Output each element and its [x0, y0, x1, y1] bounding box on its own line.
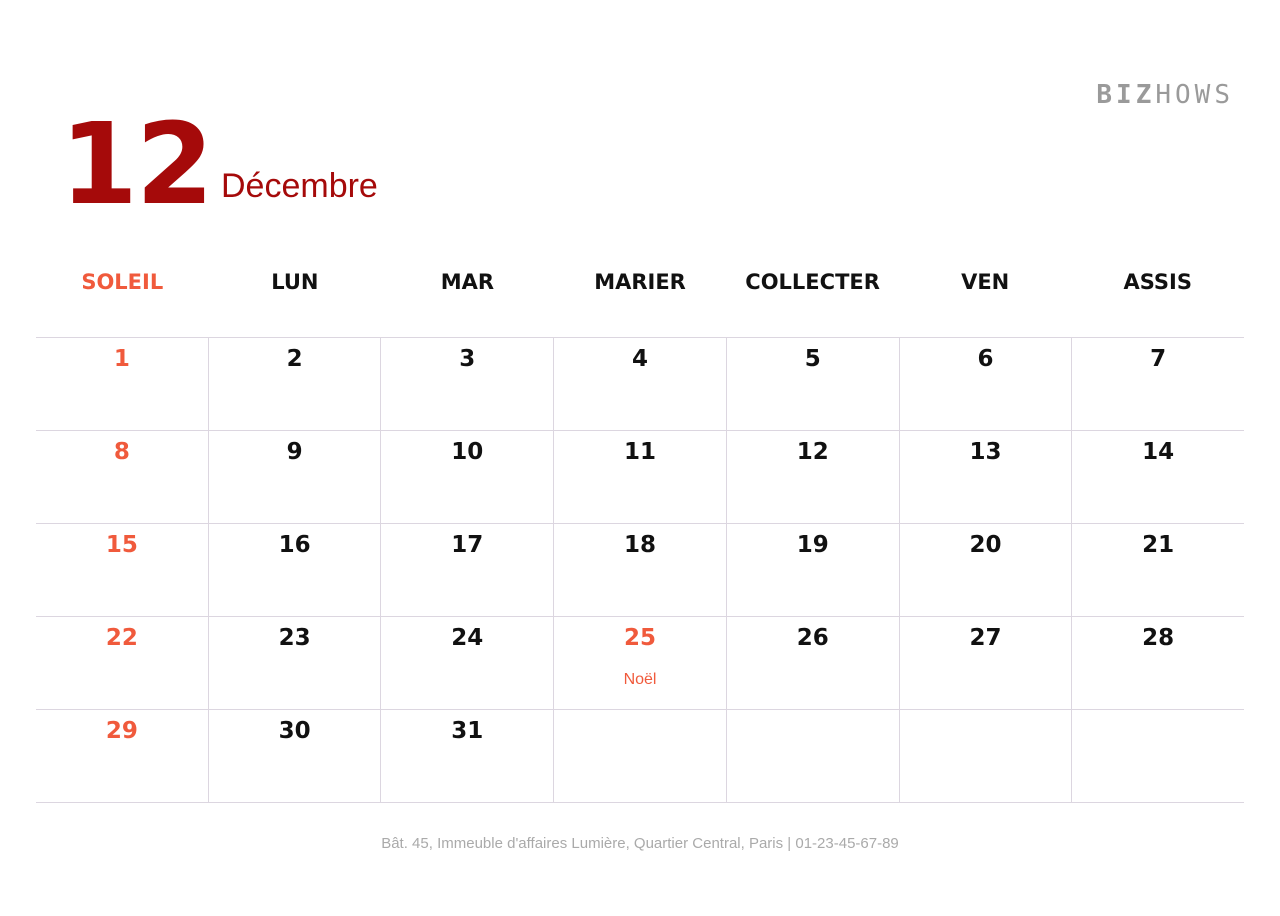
day-cell[interactable]: 11 — [553, 431, 726, 523]
weekday-label: ASSIS — [1123, 270, 1193, 294]
day-cell[interactable] — [898, 710, 1072, 802]
day-number: 10 — [451, 439, 484, 465]
day-number: 23 — [278, 625, 311, 651]
weekday-label: MARIER — [594, 270, 686, 294]
day-number: 30 — [278, 718, 311, 744]
day-number: 25 — [624, 625, 657, 651]
day-number: 12 — [796, 439, 829, 465]
day-cell[interactable]: 15 — [36, 524, 208, 616]
day-cell[interactable]: 23 — [207, 617, 381, 709]
day-cell[interactable]: 21 — [1071, 524, 1244, 616]
week-row: 22 23 24 25 Noël 26 27 28 — [36, 617, 1244, 710]
day-number: 11 — [624, 439, 657, 465]
day-cell[interactable]: 18 — [553, 524, 726, 616]
day-number: 15 — [105, 532, 138, 558]
day-cell[interactable]: 9 — [207, 431, 381, 523]
weekday-label: COLLECTER — [745, 270, 880, 294]
day-number: 2 — [286, 346, 303, 372]
footer-address: Bât. 45, Immeuble d'affaires Lumière, Qu… — [381, 835, 899, 852]
day-cell[interactable]: 10 — [380, 431, 553, 523]
day-number: 26 — [796, 625, 829, 651]
day-cell[interactable]: 22 — [36, 617, 208, 709]
day-cell[interactable]: 1 — [36, 338, 208, 430]
day-number: 27 — [969, 625, 1002, 651]
day-cell[interactable]: 2 — [207, 338, 381, 430]
day-cell[interactable]: 25 Noël — [553, 617, 726, 709]
weekday-label: VEN — [961, 270, 1010, 294]
calendar-grid: 1 2 3 4 5 6 7 8 9 10 11 12 13 14 15 16 17 18 19 20 21 22 23 24 2… — [36, 337, 1244, 803]
day-cell[interactable]: 19 — [725, 524, 899, 616]
day-number: 28 — [1142, 625, 1175, 651]
weekday-header: SOLEIL LUN MAR MARIER COLLECTER VEN ASSIS — [36, 270, 1244, 294]
day-cell[interactable]: 8 — [36, 431, 208, 523]
day-cell[interactable]: 30 — [207, 710, 381, 802]
day-cell[interactable] — [1071, 710, 1244, 802]
day-number: 8 — [113, 439, 130, 465]
day-cell[interactable]: 17 — [380, 524, 553, 616]
weekday-label: LUN — [271, 270, 319, 294]
day-cell[interactable]: 16 — [207, 524, 381, 616]
day-cell[interactable]: 14 — [1071, 431, 1244, 523]
week-row: 15 16 17 18 19 20 21 — [36, 524, 1244, 617]
weekday-label: MAR — [440, 270, 495, 294]
day-cell[interactable]: 31 — [380, 710, 553, 802]
day-cell[interactable]: 13 — [898, 431, 1072, 523]
day-number: 7 — [1150, 346, 1167, 372]
day-cell[interactable]: 4 — [553, 338, 726, 430]
month-name: Décembre — [221, 167, 378, 205]
day-number: 19 — [796, 532, 829, 558]
day-number: 17 — [451, 532, 484, 558]
day-cell[interactable]: 24 — [380, 617, 553, 709]
day-number: 24 — [451, 625, 484, 651]
day-cell[interactable]: 28 — [1071, 617, 1244, 709]
week-row: 29 30 31 — [36, 710, 1244, 803]
day-number: 3 — [459, 346, 476, 372]
day-number: 4 — [632, 346, 649, 372]
day-number: 9 — [286, 439, 303, 465]
weekday-label: SOLEIL — [81, 270, 164, 294]
day-number: 20 — [969, 532, 1002, 558]
day-number: 14 — [1142, 439, 1175, 465]
day-number: 21 — [1142, 532, 1175, 558]
day-number: 1 — [113, 346, 130, 372]
holiday-label: Noël — [623, 671, 657, 688]
day-number: 6 — [977, 346, 994, 372]
week-row: 8 9 10 11 12 13 14 — [36, 431, 1244, 524]
week-row: 1 2 3 4 5 6 7 — [36, 338, 1244, 431]
day-number: 22 — [105, 625, 138, 651]
day-cell[interactable]: 7 — [1071, 338, 1244, 430]
day-cell[interactable]: 29 — [36, 710, 208, 802]
day-number: 5 — [804, 346, 821, 372]
day-number: 18 — [624, 532, 657, 558]
brand-logo: BIZHOWS — [1096, 80, 1234, 110]
day-cell[interactable]: 6 — [898, 338, 1072, 430]
day-cell[interactable]: 5 — [725, 338, 899, 430]
day-cell[interactable]: 3 — [380, 338, 553, 430]
day-cell[interactable]: 12 — [725, 431, 899, 523]
day-number: 29 — [105, 718, 138, 744]
day-cell[interactable] — [553, 710, 726, 802]
day-number: 31 — [451, 718, 484, 744]
day-cell[interactable]: 20 — [898, 524, 1072, 616]
day-cell[interactable]: 27 — [898, 617, 1072, 709]
day-cell[interactable] — [725, 710, 899, 802]
day-number: 13 — [969, 439, 1002, 465]
day-cell[interactable]: 26 — [725, 617, 899, 709]
month-number: 12 — [60, 100, 214, 230]
day-number: 16 — [278, 532, 311, 558]
